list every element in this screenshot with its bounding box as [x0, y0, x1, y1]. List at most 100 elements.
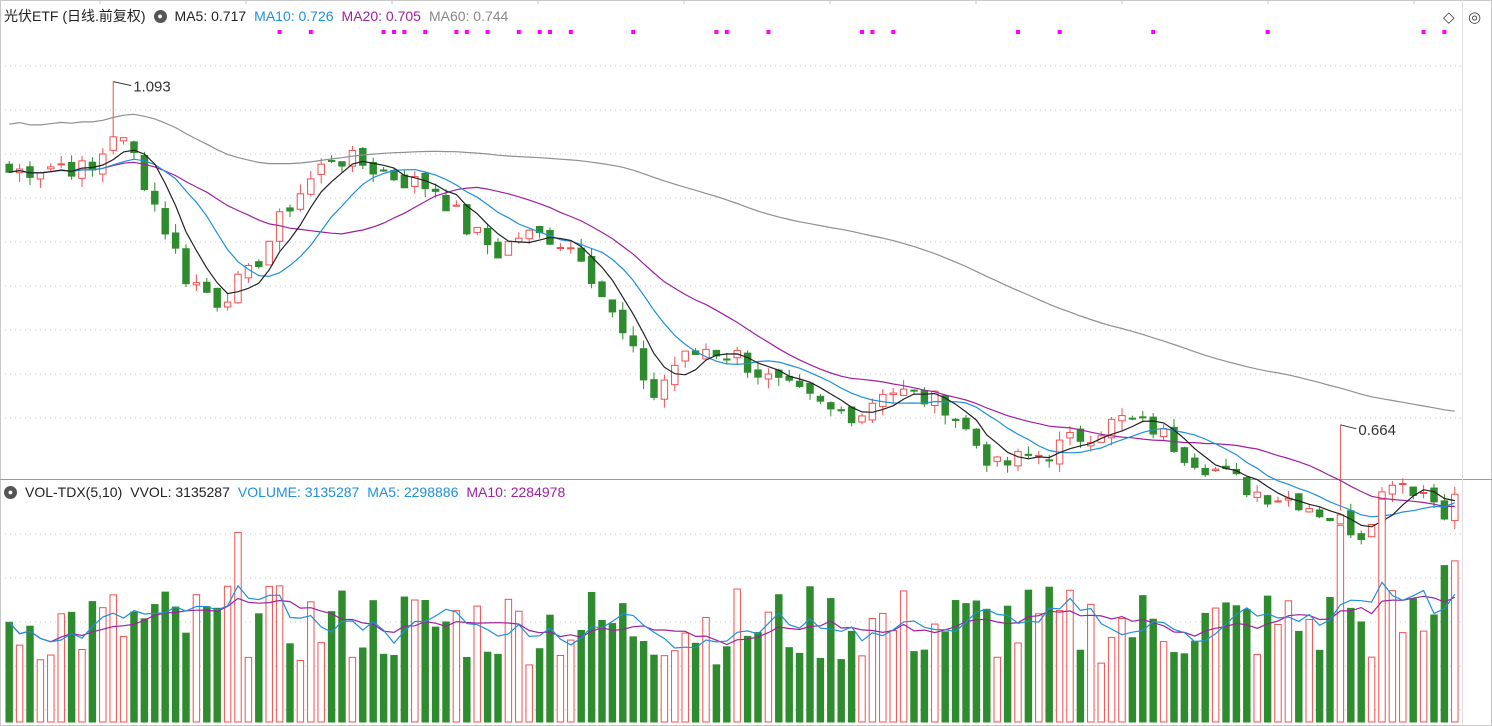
vvol-legend: VVOL: 3135287: [130, 484, 230, 500]
candle-body: [213, 287, 221, 308]
signal-dot: [1421, 30, 1426, 34]
candle-body: [1149, 416, 1157, 435]
candle-body: [587, 255, 596, 284]
volume-bar: [1295, 630, 1303, 723]
signal-dot: [631, 30, 636, 34]
ma10-legend: MA10: 0.726: [254, 8, 334, 24]
volume-bar: [275, 585, 284, 723]
volume-bar: [1232, 605, 1241, 723]
candle-body: [899, 388, 908, 396]
candle-body: [47, 166, 55, 170]
candle-body: [1243, 477, 1251, 496]
low-label: 0.664: [1358, 422, 1396, 439]
volume-bar: [1305, 618, 1313, 723]
volume-bar: [483, 651, 492, 723]
volume-bar: [847, 630, 856, 723]
volume-bar: [119, 636, 128, 723]
volume-bar: [390, 655, 398, 723]
volume-bar: [868, 617, 877, 723]
volume-bar: [369, 600, 377, 723]
candle-body: [951, 418, 960, 421]
volume-bar: [15, 644, 24, 723]
volume-bar: [421, 600, 429, 723]
zoom-circle-icon[interactable]: ◎: [1468, 9, 1482, 26]
volume-bar: [1055, 610, 1064, 723]
candle-body: [1315, 509, 1324, 518]
volume-bar: [244, 656, 253, 723]
volume-bar: [515, 610, 523, 723]
candle-body: [1139, 416, 1147, 419]
volume-bar: [587, 592, 596, 723]
candle-body: [1326, 517, 1334, 522]
signal-dot: [516, 30, 521, 34]
candle-body: [993, 456, 1001, 462]
volume-bar: [431, 626, 440, 723]
volume-bar: [743, 635, 752, 723]
volume-bar: [983, 608, 991, 723]
volume-legend: ● VOL-TDX(5,10) VVOL: 3135287 VOLUME: 31…: [4, 482, 565, 502]
volume-bar: [338, 590, 346, 723]
candle-body: [223, 301, 232, 308]
volume-bar: [795, 652, 804, 723]
volume-bar: [26, 625, 34, 723]
signal-dot: [714, 30, 719, 34]
volume-bar: [88, 601, 97, 723]
candle-body: [567, 247, 575, 250]
volume-bar: [348, 656, 357, 723]
volume-bar: [234, 531, 242, 723]
volume-bar: [1222, 602, 1230, 723]
volume-bar: [702, 617, 710, 723]
candle-body: [972, 428, 981, 446]
volume-bar: [1253, 653, 1261, 723]
volume-bar: [629, 636, 637, 723]
volume-bar: [712, 664, 721, 723]
signal-dot: [1057, 30, 1062, 34]
candle-body: [171, 232, 180, 249]
volume-bar: [296, 659, 305, 723]
signal-dot: [548, 30, 552, 34]
volume-bar: [452, 610, 461, 723]
volume-bar: [57, 613, 65, 723]
candle-body: [452, 204, 461, 207]
volume-bar: [993, 656, 1001, 723]
candle-body: [1232, 468, 1241, 475]
volume-ma5-line: [8, 581, 1456, 649]
candle-body: [151, 190, 159, 205]
candle-body: [390, 170, 398, 181]
volume-bar: [681, 632, 689, 723]
volume-bar: [951, 600, 960, 723]
volume-bar: [639, 641, 648, 723]
volume-bar: [1315, 649, 1324, 723]
volume-bar: [1107, 636, 1116, 723]
candle-body: [1388, 484, 1397, 495]
signal-dot: [724, 30, 729, 34]
volume-bar: [463, 656, 471, 723]
volume-bar: [161, 591, 169, 723]
candle-body: [119, 137, 128, 142]
volume-bar: [411, 599, 419, 723]
candle-body: [442, 194, 450, 212]
candle-body: [1170, 426, 1178, 452]
candle-body: [910, 389, 918, 392]
signal-dot: [766, 30, 771, 34]
volume-bar: [785, 647, 793, 723]
candle-body: [1399, 482, 1407, 485]
volume-bar: [203, 606, 211, 723]
candle-body: [629, 335, 637, 347]
candle-body: [1035, 454, 1043, 457]
diamond-icon[interactable]: ◇: [1443, 9, 1455, 26]
volume-bar: [598, 619, 606, 723]
volume-bar: [1336, 524, 1345, 723]
ma20-line: [9, 161, 1455, 507]
indicator-menu-icon[interactable]: ●: [153, 9, 167, 23]
signal-dot: [485, 30, 490, 34]
volume-bar: [1118, 617, 1126, 723]
volume-bar: [941, 631, 949, 723]
candle-body: [525, 229, 533, 240]
high-label: 1.093: [133, 79, 171, 96]
volume-menu-icon[interactable]: ●: [4, 485, 17, 499]
volume-bar: [1076, 649, 1085, 723]
candle-body: [338, 161, 346, 167]
price-legend: 光伏ETF (日线.前复权) ● MA5: 0.717 MA10: 0.726 …: [4, 6, 508, 26]
